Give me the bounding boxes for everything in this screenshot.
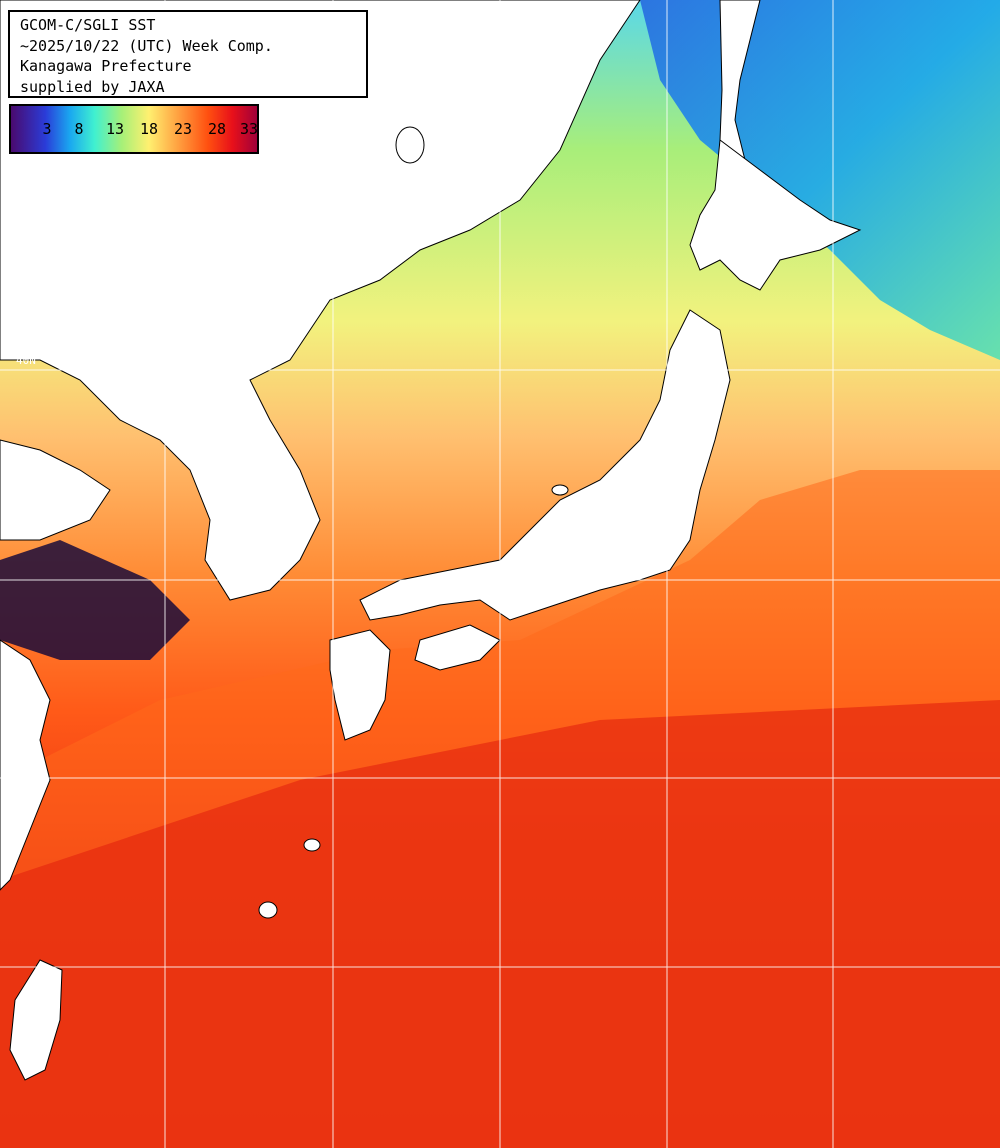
color-scale-legend: 3 8 13 18 23 28 33 — [9, 104, 259, 154]
latitude-label: 40N — [16, 354, 36, 367]
land-hokkaido — [689, 139, 862, 291]
land-ryukyu-2 — [258, 901, 278, 919]
scale-label: 8 — [74, 120, 84, 138]
date-line: ~2025/10/22 (UTC) Week Comp. — [20, 36, 273, 55]
color-scale-labels: 3 8 13 18 23 28 33 — [11, 120, 259, 138]
land-izu — [551, 484, 569, 496]
title-line: GCOM-C/SGLI SST — [20, 16, 156, 34]
scale-label: 18 — [139, 120, 159, 138]
land-shikoku — [414, 624, 501, 671]
region-line: Kanagawa Prefecture — [20, 57, 192, 75]
scale-label: 28 — [207, 120, 227, 138]
yellow-sea-cold-patch — [0, 540, 190, 660]
land-honshu — [359, 309, 731, 621]
scale-label: 3 — [42, 120, 52, 138]
credit-line: supplied by JAXA — [20, 77, 165, 96]
land-china-south — [0, 639, 51, 891]
land-ulleungdo — [395, 126, 425, 164]
scale-label: 33 — [239, 120, 259, 138]
land-kyushu — [329, 629, 391, 741]
land-sakhalin — [719, 0, 761, 182]
land-taiwan — [9, 959, 63, 1081]
land-ryukyu-1 — [303, 838, 321, 852]
scale-label: 23 — [173, 120, 193, 138]
land-china-coast — [0, 439, 111, 541]
title-box: GCOM-C/SGLI SST ~2025/10/22 (UTC) Week C… — [8, 10, 368, 98]
scale-label: 13 — [105, 120, 125, 138]
